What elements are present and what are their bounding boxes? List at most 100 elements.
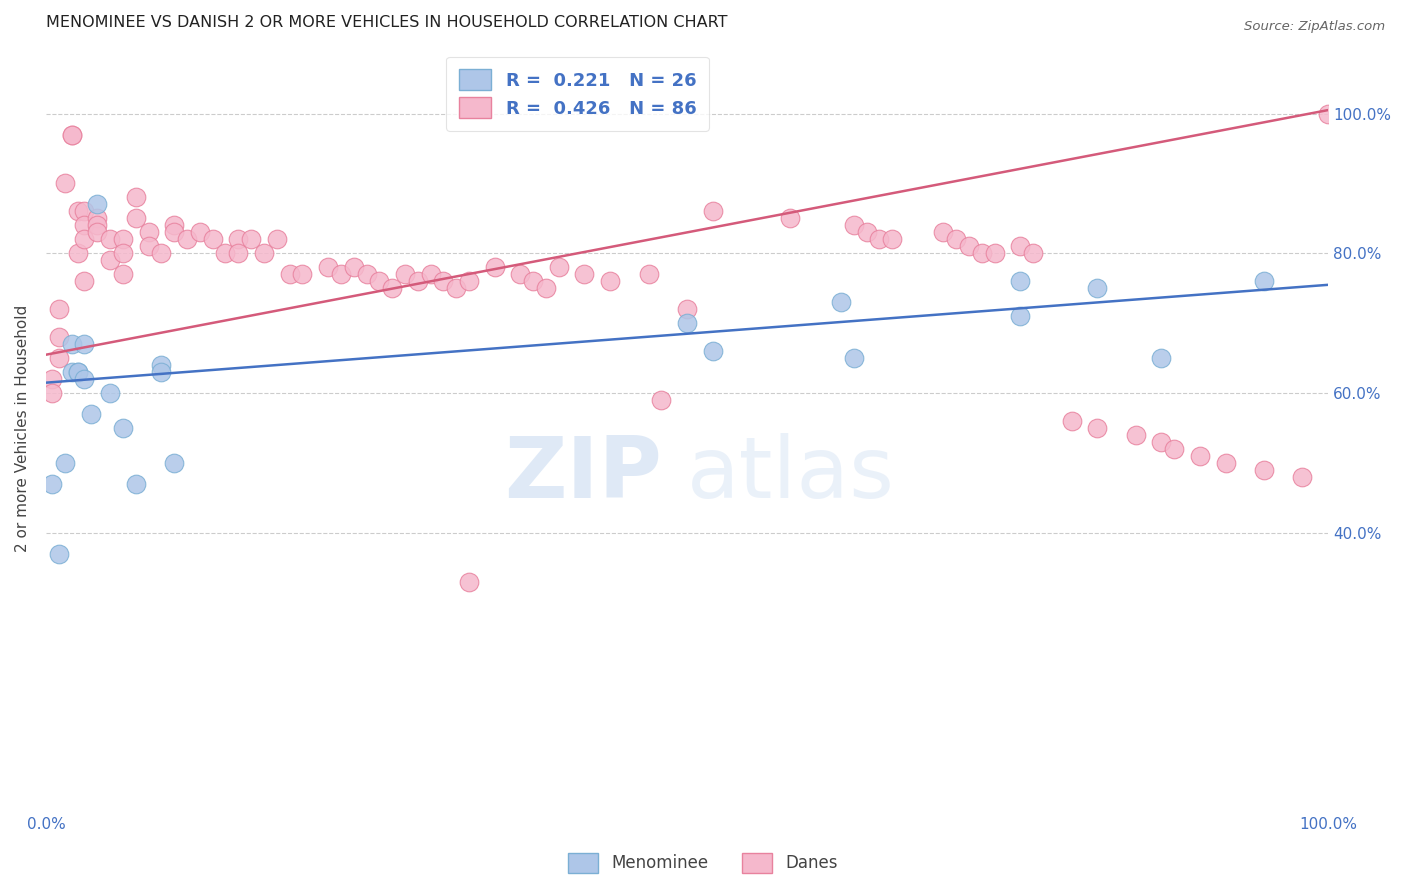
Point (73, 372, 96, 386)
Point (73, 232, 96, 246)
Point (163, 456, 186, 470)
Point (240, 232, 263, 246)
Point (702, 344, 724, 359)
Point (73, 337, 96, 351)
Point (66, 246, 89, 260)
Point (98, 386, 121, 401)
Point (41, 477, 63, 491)
Point (970, 246, 993, 260)
Point (484, 260, 506, 275)
Point (226, 246, 249, 260)
Point (637, 268, 659, 282)
Point (1022, 246, 1045, 260)
Text: MENOMINEE VS DANISH 2 OR MORE VEHICLES IN HOUSEHOLD CORRELATION CHART: MENOMINEE VS DANISH 2 OR MORE VEHICLES I… (46, 15, 727, 30)
Point (188, 226, 211, 240)
Point (41, 372, 63, 386)
Point (343, 260, 366, 275)
Point (1317, 106, 1340, 120)
Point (150, 246, 173, 260)
Point (446, 281, 468, 295)
Point (86, 219, 108, 233)
Y-axis label: 2 or more Vehicles in Household: 2 or more Vehicles in Household (15, 304, 30, 552)
Point (125, 190, 148, 204)
Point (111, 268, 134, 282)
Point (66, 365, 89, 379)
Point (86, 226, 108, 240)
Point (1163, 442, 1185, 456)
Text: Source: ZipAtlas.com: Source: ZipAtlas.com (1244, 20, 1385, 33)
Point (432, 274, 454, 288)
Point (509, 268, 531, 282)
Point (458, 574, 481, 589)
Point (830, 295, 852, 310)
Point (394, 268, 416, 282)
Point (214, 246, 236, 260)
Point (138, 226, 160, 240)
Legend: R =  0.221   N = 26, R =  0.426   N = 86: R = 0.221 N = 26, R = 0.426 N = 86 (446, 56, 709, 131)
Text: ZIP: ZIP (503, 433, 661, 516)
Point (60, 128, 83, 142)
Point (868, 232, 890, 246)
Point (73, 219, 96, 233)
Point (125, 211, 148, 226)
Point (650, 393, 672, 408)
Point (1253, 274, 1275, 288)
Point (98, 253, 121, 268)
Point (676, 316, 699, 330)
Point (150, 358, 173, 372)
Point (1125, 428, 1147, 442)
Point (356, 268, 378, 282)
Point (253, 246, 276, 260)
Point (1085, 281, 1108, 295)
Point (111, 421, 134, 435)
Point (957, 239, 980, 253)
Point (278, 268, 301, 282)
Point (1150, 351, 1173, 366)
Point (125, 477, 148, 491)
Point (599, 274, 621, 288)
Point (1010, 274, 1032, 288)
Point (60, 337, 83, 351)
Point (419, 268, 441, 282)
Point (534, 281, 557, 295)
Point (1150, 435, 1173, 450)
Point (1253, 463, 1275, 477)
Text: atlas: atlas (688, 433, 896, 516)
Point (111, 232, 134, 246)
Point (779, 211, 801, 226)
Point (53, 456, 76, 470)
Point (163, 219, 186, 233)
Point (73, 274, 96, 288)
Point (1215, 456, 1237, 470)
Point (522, 274, 544, 288)
Point (226, 232, 249, 246)
Point (86, 197, 108, 211)
Point (458, 274, 481, 288)
Point (1060, 414, 1083, 428)
Point (163, 226, 186, 240)
Point (381, 281, 404, 295)
Point (111, 246, 134, 260)
Point (60, 128, 83, 142)
Point (842, 351, 865, 366)
Point (945, 232, 967, 246)
Point (882, 232, 904, 246)
Point (66, 204, 89, 219)
Point (48, 547, 70, 561)
Point (1291, 470, 1313, 484)
Point (316, 260, 339, 275)
Point (1010, 239, 1032, 253)
Point (53, 177, 76, 191)
Point (138, 239, 160, 253)
Point (73, 204, 96, 219)
Point (574, 268, 596, 282)
Point (932, 226, 955, 240)
Point (176, 232, 198, 246)
Point (60, 365, 83, 379)
Point (41, 386, 63, 401)
Point (329, 268, 352, 282)
Point (48, 302, 70, 317)
Point (676, 302, 699, 317)
Point (842, 219, 865, 233)
Point (547, 260, 569, 275)
